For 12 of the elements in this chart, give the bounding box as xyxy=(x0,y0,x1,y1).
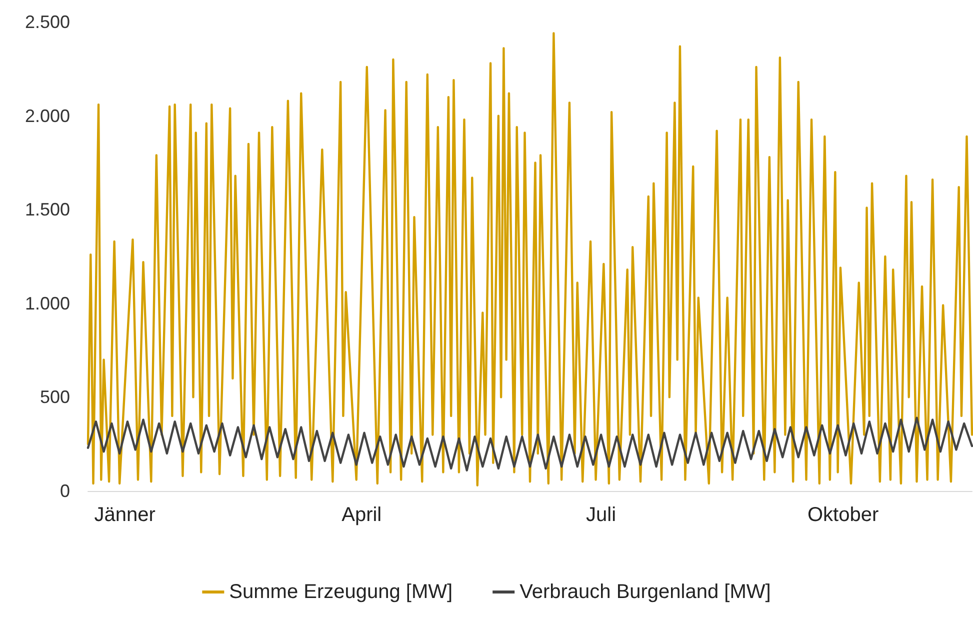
y-tick-label: 1.000 xyxy=(24,293,70,314)
x-tick-label: April xyxy=(342,504,382,526)
y-tick-label: 0 xyxy=(60,481,70,501)
legend-label: Summe Erzeugung [MW] xyxy=(229,581,453,603)
y-tick-label: 1.500 xyxy=(24,200,70,220)
y-tick-label: 500 xyxy=(40,387,70,408)
x-tick-label: Jänner xyxy=(94,504,156,526)
x-tick-label: Oktober xyxy=(808,504,879,526)
legend-label: Verbrauch Burgenland [MW] xyxy=(520,581,771,603)
y-tick-label: 2.000 xyxy=(24,106,70,126)
x-tick-label: Juli xyxy=(586,504,616,526)
y-tick-label: 2.500 xyxy=(24,12,70,32)
